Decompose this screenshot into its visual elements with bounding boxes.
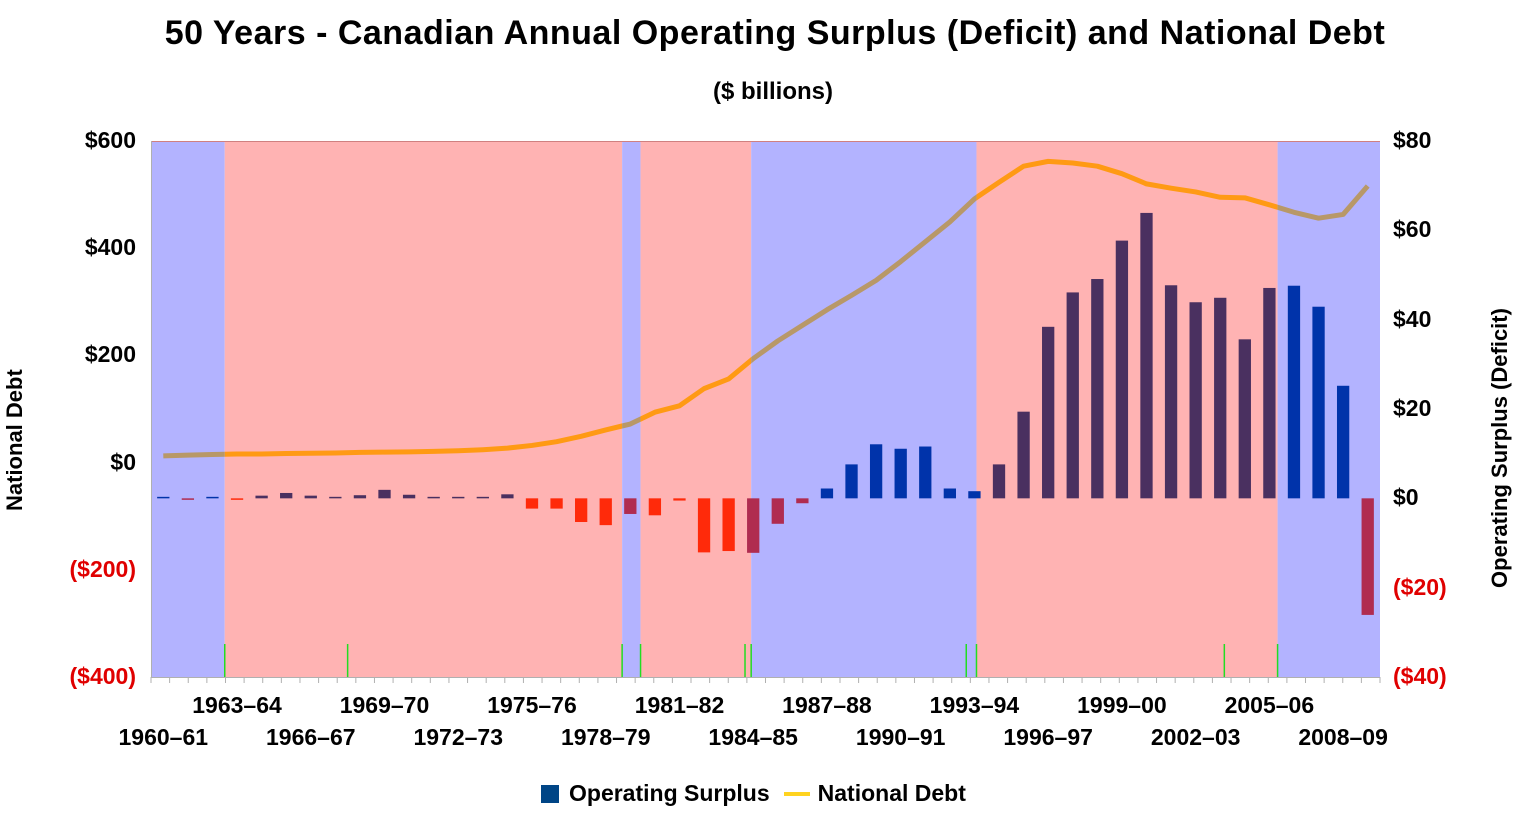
x-tick-label: 1984–85 [708,724,798,750]
x-tick-label: 2005–06 [1224,692,1315,718]
surplus-bar [1066,292,1079,499]
surplus-bar [1115,240,1129,499]
left-axis-tick-label: $200 [84,341,136,368]
right-axis-tick-label: $40 [1393,305,1432,332]
surplus-bar [1312,306,1325,499]
x-tick-label: 1981–82 [634,692,725,718]
surplus-bar [845,464,858,499]
legend-label-operating-surplus: Operating Surplus [569,780,770,806]
background-period-red [224,141,623,677]
surplus-bar [378,489,391,499]
right-axis-title: Operating Surplus (Deficit) [1487,308,1512,588]
legend-label-national-debt: National Debt [817,780,966,806]
surplus-bar [181,498,195,500]
surplus-bar [501,494,514,499]
surplus-bar [599,498,612,526]
surplus-bar [255,495,268,499]
legend-swatch-operating-surplus [541,784,559,803]
surplus-bar [1287,285,1301,499]
x-tick-label: 1996–97 [1003,724,1093,750]
surplus-bar [550,498,563,509]
x-tick-label: 1993–94 [929,692,1020,718]
surplus-bar [1263,287,1276,499]
surplus-bar [1017,411,1030,499]
surplus-bar [624,498,637,514]
surplus-bar [673,498,686,501]
surplus-bar [968,491,981,499]
surplus-bar [1214,297,1227,499]
surplus-bar [919,446,932,499]
x-tick-label: 1978–79 [560,724,651,750]
chart-title: 50 Years - Canadian Annual Operating Sur… [164,14,1386,52]
x-tick-label: 1969–70 [339,692,430,718]
background-period-blue [751,141,977,677]
surplus-bar [722,498,735,552]
x-tick-label: 1966–67 [265,724,356,750]
surplus-bar [402,494,416,499]
surplus-bar [329,496,342,499]
background-period-blue [622,141,641,677]
right-axis-tick-label: $60 [1393,216,1432,243]
background-period-red [640,141,752,677]
left-axis-tick-label: ($400) [69,663,136,689]
x-tick-label: 1990–91 [855,724,946,750]
surplus-bar [427,496,440,499]
background-period-blue [151,141,225,677]
right-axis-tick-label: $80 [1393,127,1432,153]
surplus-bar [747,498,760,553]
surplus-bar [575,498,588,523]
surplus-bar [280,492,293,499]
left-axis-tick-label: $0 [110,448,136,475]
x-tick-label: 2008–09 [1298,724,1388,750]
right-axis-tick-label: ($40) [1393,663,1447,689]
surplus-bar [525,498,539,509]
surplus-bar [796,498,809,504]
x-tick-label: 2002–03 [1150,724,1241,750]
surplus-bar [304,495,317,499]
left-axis-tick-label: ($200) [69,555,136,582]
surplus-bar [992,464,1006,499]
right-axis-tick-label: $0 [1393,484,1419,511]
surplus-bar [1336,385,1350,499]
legend-swatch-national-debt [783,791,810,796]
surplus-bar [1361,498,1374,615]
x-tick-label: 1999–00 [1077,692,1167,718]
surplus-bar [353,495,367,499]
surplus-bar [206,496,219,499]
x-tick-label: 1960–61 [118,724,209,750]
surplus-bar [1189,302,1202,499]
surplus-bar [476,496,489,499]
x-tick-label: 1987–88 [782,692,872,718]
surplus-bar [894,448,907,499]
right-axis-tick-label: ($20) [1393,573,1447,600]
surplus-bar [1140,212,1153,499]
surplus-bar [157,496,170,499]
left-axis-tick-label: $600 [84,127,136,153]
left-axis-tick-label: $400 [84,234,136,261]
legend: Operating Surplus National Debt [541,780,966,807]
surplus-bar [1164,285,1178,499]
chart-subtitle: ($ billions) [713,78,833,105]
surplus-bar [648,498,662,516]
surplus-bar [1042,326,1055,499]
surplus-bar [1091,279,1104,499]
surplus-bar [697,498,711,553]
x-tick-label: 1972–73 [413,724,504,750]
x-tick-label: 1963–64 [192,692,282,718]
x-tick-label: 1975–76 [487,692,577,718]
right-axis-tick-label: $20 [1393,395,1432,421]
left-axis-title: National Debt [2,369,27,511]
surplus-bar [943,488,956,499]
surplus-bar [230,498,244,500]
surplus-bar [452,496,465,499]
surplus-bar [771,498,784,524]
surplus-bar [1238,339,1251,499]
surplus-bar [820,488,834,499]
surplus-bar [869,444,883,499]
